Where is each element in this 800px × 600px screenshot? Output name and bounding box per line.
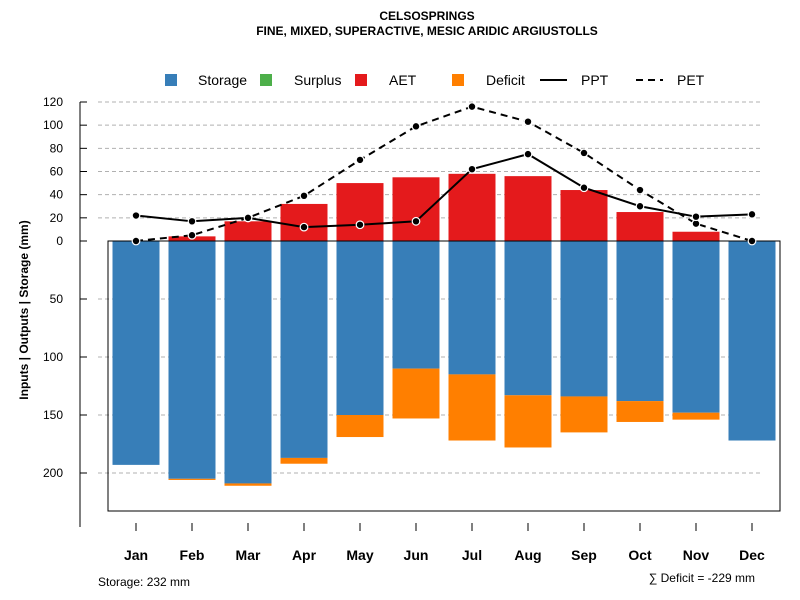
ppt-point [635, 201, 645, 211]
ppt-point [243, 213, 253, 223]
ppt-point [523, 149, 533, 159]
month-label-mar: Mar [236, 547, 261, 563]
legend-swatch-deficit [452, 74, 464, 86]
deficit-bar [280, 457, 328, 464]
y-tick-label: 60 [50, 165, 64, 179]
month-label-nov: Nov [683, 547, 710, 563]
storage-bar [728, 241, 776, 441]
y-tick-label: 40 [50, 188, 64, 202]
ppt-point [467, 164, 477, 174]
pet-point [299, 191, 309, 201]
storage-bar [224, 241, 272, 484]
ppt-point [691, 212, 701, 222]
month-label-sep: Sep [571, 547, 597, 563]
ppt-point [187, 216, 197, 226]
y-tick-label: 0 [56, 234, 63, 248]
pet-point [467, 102, 477, 112]
storage-bar [112, 241, 160, 465]
y-tick-label: 100 [43, 118, 63, 132]
ppt-point [411, 216, 421, 226]
pet-point [411, 121, 421, 131]
month-label-jun: Jun [404, 547, 429, 563]
deficit-bar [672, 412, 720, 420]
ppt-point [299, 222, 309, 232]
y-tick-label: 200 [43, 466, 63, 480]
ppt-line [135, 153, 753, 229]
pet-point [579, 148, 589, 158]
legend-swatch-storage [165, 74, 177, 86]
deficit-note: ∑ Deficit = -229 mm [649, 571, 755, 585]
chart-title: CELSOSPRINGS [379, 9, 474, 23]
aet-bar [280, 203, 328, 241]
deficit-bar [560, 396, 608, 433]
month-label-dec: Dec [739, 547, 765, 563]
month-label-jul: Jul [462, 547, 482, 563]
pet-point [523, 117, 533, 127]
y-axis-label: Inputs | Outputs | Storage (mm) [17, 220, 31, 399]
storage-bar [504, 241, 552, 396]
legend-swatch-surplus [260, 74, 272, 86]
legend-label-surplus: Surplus [294, 72, 341, 88]
y-tick-label: 100 [43, 350, 63, 364]
legend-label-aet: AET [389, 72, 417, 88]
deficit-bar [168, 478, 216, 480]
aet-bar [392, 177, 440, 241]
month-label-oct: Oct [628, 547, 652, 563]
series-lines [131, 102, 757, 246]
aet-bar [672, 231, 720, 241]
legend: Storage Surplus AET Deficit PPT PET [165, 72, 705, 88]
month-label-apr: Apr [292, 547, 317, 563]
ppt-point [747, 209, 757, 219]
aet-bar [560, 190, 608, 241]
deficit-bar [448, 374, 496, 441]
month-label-may: May [346, 547, 373, 563]
legend-label-storage: Storage [198, 72, 247, 88]
chart-subtitle: FINE, MIXED, SUPERACTIVE, MESIC ARIDIC A… [256, 24, 598, 38]
aet-bar [336, 183, 384, 241]
pet-point [131, 236, 141, 246]
storage-bar [336, 241, 384, 415]
storage-bar [392, 241, 440, 369]
legend-label-ppt: PPT [581, 72, 609, 88]
pet-point [355, 155, 365, 165]
y-tick-label: 150 [43, 408, 63, 422]
month-label-aug: Aug [514, 547, 541, 563]
ppt-point [131, 211, 141, 220]
deficit-bar [392, 368, 440, 419]
y-tick-label: 120 [43, 95, 63, 109]
pet-line [135, 105, 753, 242]
deficit-bar [616, 401, 664, 422]
pet-point [187, 230, 197, 240]
y-tick-label: 80 [50, 141, 64, 155]
pet-point [635, 185, 645, 195]
storage-bar [448, 241, 496, 375]
deficit-bar [504, 395, 552, 448]
storage-bar [560, 241, 608, 397]
deficit-bar [224, 483, 272, 486]
storage-bar [672, 241, 720, 413]
plot-area [107, 173, 781, 512]
storage-bar [168, 241, 216, 479]
legend-label-deficit: Deficit [486, 72, 525, 88]
aet-bar [504, 176, 552, 241]
aet-bar [224, 221, 272, 241]
ppt-point [579, 183, 589, 193]
storage-bar [280, 241, 328, 458]
storage-note: Storage: 232 mm [98, 575, 190, 589]
month-label-feb: Feb [180, 547, 205, 563]
month-label-jan: Jan [124, 547, 148, 563]
pet-point [747, 236, 757, 246]
aet-bar [616, 212, 664, 241]
ppt-point [355, 220, 365, 230]
legend-swatch-aet [355, 74, 367, 86]
deficit-bar [336, 415, 384, 438]
y-tick-label: 20 [50, 211, 64, 225]
legend-label-pet: PET [677, 72, 705, 88]
y-tick-label: 50 [50, 292, 64, 306]
storage-bar [616, 241, 664, 402]
